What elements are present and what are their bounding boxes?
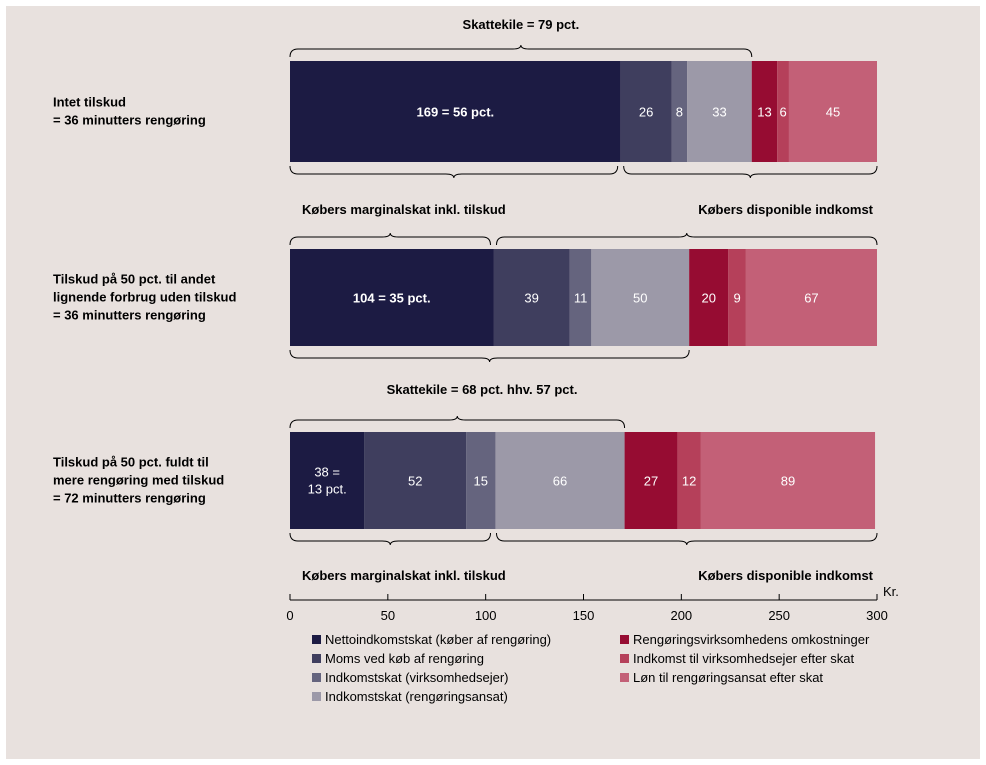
x-axis-unit: Kr. xyxy=(883,584,899,599)
legend-swatch xyxy=(312,673,321,682)
data-label: 26 xyxy=(639,105,653,120)
bar-segment xyxy=(751,61,778,162)
bar-segment xyxy=(745,249,877,346)
annotation-label: Købers marginalskat inkl. tilskud xyxy=(302,202,506,217)
x-tick-label: 200 xyxy=(670,608,692,623)
data-label: 12 xyxy=(682,474,696,489)
legend-swatch xyxy=(620,635,629,644)
bar-segment xyxy=(569,249,592,346)
bar-segment xyxy=(777,61,789,162)
category-label-line: lignende forbrug uden tilskud xyxy=(53,290,237,305)
data-label-line: 38 = xyxy=(314,465,340,480)
data-label: 38 = 13 pct. xyxy=(308,465,347,497)
annotation-label: Skattekile = 68 pct. hhv. 57 pct. xyxy=(387,382,578,397)
category-label: Tilskud på 50 pct. til andet lignende for… xyxy=(53,272,237,323)
annotation-brace xyxy=(623,165,878,179)
bar-segment xyxy=(700,432,876,529)
category-label-line: Tilskud på 50 pct. til andet xyxy=(53,272,216,287)
data-label: 9 xyxy=(733,291,740,306)
x-tick-label: 100 xyxy=(475,608,497,623)
bar-segment xyxy=(677,432,701,529)
annotation-label: Købers disponible indkomst xyxy=(698,568,873,583)
legend-swatch xyxy=(312,635,321,644)
bar-segment xyxy=(495,432,625,529)
data-label: 169 = 56 pct. xyxy=(416,105,494,120)
bar-segment xyxy=(788,61,877,162)
category-label-line: mere rengøring med tilskud xyxy=(53,473,224,488)
legend-entry: Løn til rengøringsansat efter skat xyxy=(633,670,823,685)
category-label-line: Intet tilskud xyxy=(53,95,126,110)
legend-entry: Indkomst til virksomhedsejer efter skat xyxy=(633,651,854,666)
data-label: 20 xyxy=(701,291,715,306)
annotation-brace xyxy=(289,349,690,363)
legend-entry: Rengøringsvirksomhedens omkostninger xyxy=(633,632,870,647)
data-label: 15 xyxy=(474,474,488,489)
data-label: 104 = 35 pct. xyxy=(353,291,431,306)
bar-segment xyxy=(364,432,467,529)
bar-segment xyxy=(290,249,494,346)
category-label-line: = 36 minutters rengøring xyxy=(53,308,206,323)
bar-segment xyxy=(620,61,672,162)
data-label: 45 xyxy=(826,105,840,120)
legend-entry: Indkomstskat (virksomhedsejer) xyxy=(325,670,509,685)
data-label: 13 xyxy=(757,105,771,120)
annotation-brace xyxy=(289,232,491,246)
annotation-brace xyxy=(289,415,626,429)
x-tick-label: 50 xyxy=(381,608,395,623)
bar-segment xyxy=(591,249,690,346)
bar-segment xyxy=(466,432,496,529)
legend-swatch xyxy=(312,692,321,701)
data-label: 50 xyxy=(633,291,647,306)
legend-swatch xyxy=(312,654,321,663)
data-label: 33 xyxy=(712,105,726,120)
bar-segment xyxy=(689,249,729,346)
legend-entry: Nettoindkomstskat (køber af rengøring) xyxy=(325,632,551,647)
annotation-brace xyxy=(289,44,753,58)
bar-segment xyxy=(687,61,752,162)
category-label-line: = 72 minutters rengøring xyxy=(53,491,206,506)
annotation-brace xyxy=(495,232,878,246)
bar-segment xyxy=(493,249,570,346)
data-label: 89 xyxy=(781,474,795,489)
bar-segment xyxy=(624,432,678,529)
category-label-line: = 36 minutters rengøring xyxy=(53,113,206,128)
data-label: 52 xyxy=(408,474,422,489)
data-label: 67 xyxy=(804,291,818,306)
bar-segment xyxy=(728,249,746,346)
legend-swatch xyxy=(620,673,629,682)
legend-swatch xyxy=(620,654,629,663)
category-label: Intet tilskud = 36 minutters rengøring xyxy=(53,95,206,128)
annotation-label: Købers marginalskat inkl. tilskud xyxy=(302,568,506,583)
data-label: 6 xyxy=(779,105,786,120)
data-label: 27 xyxy=(644,474,658,489)
x-tick-label: 150 xyxy=(573,608,595,623)
bar-segment xyxy=(671,61,688,162)
annotation-brace xyxy=(289,165,619,179)
annotation-brace xyxy=(289,532,491,546)
data-label: 66 xyxy=(553,474,567,489)
legend-entry: Moms ved køb af rengøring xyxy=(325,651,484,666)
legend-entry: Indkomstskat (rengøringsansat) xyxy=(325,689,508,704)
bar-segment xyxy=(290,432,365,529)
category-label: Tilskud på 50 pct. fuldt til mere rengøri… xyxy=(53,455,224,506)
bar-segment xyxy=(290,61,621,162)
annotation-label: Skattekile = 79 pct. xyxy=(463,17,580,32)
data-label: 11 xyxy=(574,291,588,306)
data-label: 8 xyxy=(676,105,683,120)
data-label: 39 xyxy=(524,291,538,306)
annotation-brace xyxy=(495,532,878,546)
x-tick-label: 300 xyxy=(866,608,888,623)
x-tick-label: 250 xyxy=(768,608,790,623)
x-tick-label: 0 xyxy=(286,608,293,623)
category-label-line: Tilskud på 50 pct. fuldt til xyxy=(53,455,209,470)
annotation-label: Købers disponible indkomst xyxy=(698,202,873,217)
data-label-line: 13 pct. xyxy=(308,482,347,497)
